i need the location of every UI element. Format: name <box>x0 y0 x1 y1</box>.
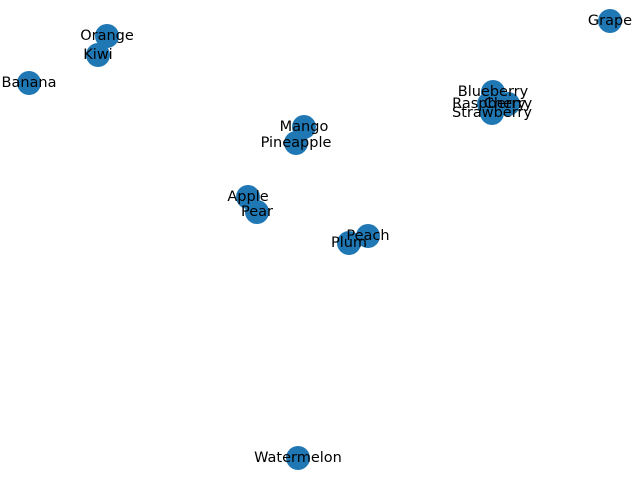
node-watermelon <box>286 446 310 470</box>
node-peach <box>356 224 380 248</box>
node-label-kiwi: Kiwi <box>83 47 112 63</box>
node-label-watermelon: Watermelon <box>254 450 342 466</box>
graph-node-label: Strawberry <box>452 105 532 121</box>
graph-node <box>337 231 361 255</box>
node-label-strawberry: Strawberry <box>452 105 532 121</box>
graph-node-label: Grape <box>588 13 632 29</box>
node-pear <box>245 200 269 224</box>
node-label-orange: Orange <box>80 28 134 44</box>
graph-node-label: Raspberry <box>452 96 526 112</box>
node-strawberry <box>480 101 504 125</box>
graph-node-label: Watermelon <box>254 450 342 466</box>
graph-node-label: Pear <box>241 204 273 220</box>
graph-node <box>598 9 622 33</box>
node-label-grape: Grape <box>588 13 632 29</box>
node-orange <box>95 24 119 48</box>
node-label-pineapple: Pineapple <box>261 135 332 151</box>
graph-node <box>17 71 41 95</box>
node-plum <box>337 231 361 255</box>
graph-node <box>95 24 119 48</box>
graph-node <box>356 224 380 248</box>
graph-node-label: Blueberry <box>458 84 529 100</box>
node-label-blueberry: Blueberry <box>458 84 529 100</box>
node-label-peach: Peach <box>346 228 389 244</box>
node-label-apple: Apple <box>227 189 268 205</box>
node-label-banana: Banana <box>2 75 57 91</box>
graph-node-label: Peach <box>346 228 389 244</box>
graph-node-label: Apple <box>227 189 268 205</box>
graph-node <box>245 200 269 224</box>
node-label-pear: Pear <box>241 204 273 220</box>
node-label-raspberry: Raspberry <box>452 96 526 112</box>
node-label-cherry: Cherry <box>484 96 533 112</box>
graph-node-label: Kiwi <box>83 47 112 63</box>
graph-node <box>86 43 110 67</box>
node-label-mango: Mango <box>280 119 329 135</box>
graph-node <box>284 131 308 155</box>
graph-node-label: Pineapple <box>261 135 332 151</box>
node-banana <box>17 71 41 95</box>
node-pineapple <box>284 131 308 155</box>
graph-node-label: Orange <box>80 28 134 44</box>
graph-node-label: Mango <box>280 119 329 135</box>
graph-node-label: Banana <box>2 75 57 91</box>
graph-node <box>480 101 504 125</box>
graph-node-label: Plum <box>331 235 367 251</box>
graph-node <box>286 446 310 470</box>
node-grape <box>598 9 622 33</box>
label-layer: Orange Kiwi Banana Grape BlueberryRaspberryC… <box>2 13 633 466</box>
graph-node-label: Cherry <box>484 96 533 112</box>
node-label-plum: Plum <box>331 235 367 251</box>
node-kiwi <box>86 43 110 67</box>
node-layer <box>17 9 622 470</box>
